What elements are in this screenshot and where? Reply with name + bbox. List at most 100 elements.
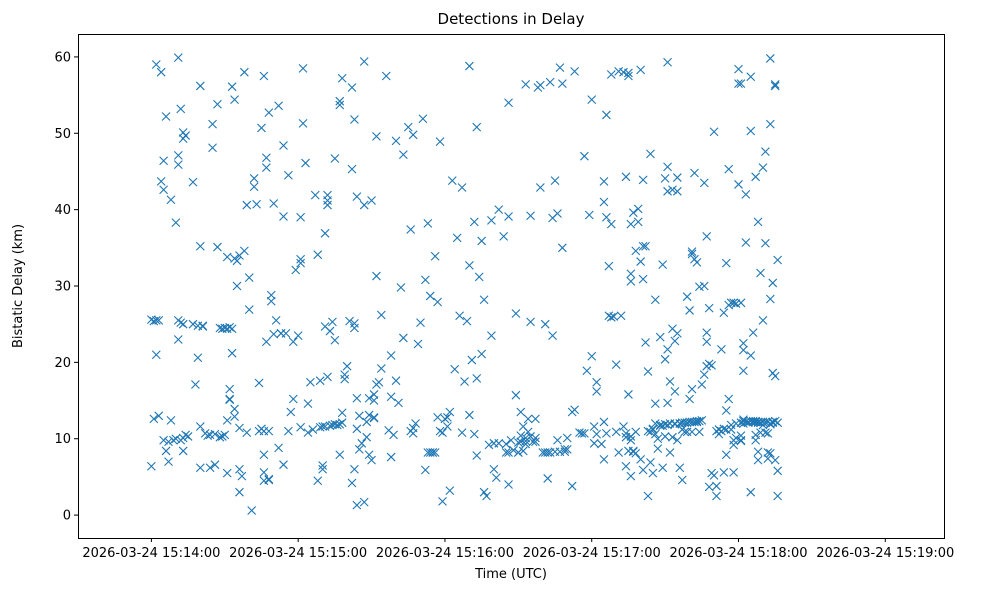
detection-marker bbox=[528, 437, 538, 447]
detection-marker bbox=[462, 316, 472, 326]
detection-marker bbox=[465, 61, 474, 71]
y-tick-label: 0 bbox=[63, 509, 71, 524]
detection-marker bbox=[389, 430, 398, 440]
detection-marker bbox=[665, 448, 675, 457]
detection-marker bbox=[249, 182, 259, 192]
detection-marker bbox=[269, 199, 279, 208]
detection-marker bbox=[626, 219, 636, 229]
detection-marker bbox=[638, 274, 648, 284]
detection-marker bbox=[741, 189, 751, 199]
detection-marker bbox=[159, 156, 169, 166]
detection-marker bbox=[376, 364, 386, 373]
detection-marker bbox=[477, 236, 487, 246]
detection-marker bbox=[511, 309, 521, 318]
detection-marker bbox=[531, 414, 540, 424]
detection-marker bbox=[323, 372, 332, 382]
detection-marker bbox=[653, 444, 663, 454]
detection-marker bbox=[650, 419, 660, 428]
detection-marker bbox=[173, 151, 183, 160]
detection-marker bbox=[391, 376, 401, 386]
detection-marker bbox=[472, 451, 482, 460]
detection-marker bbox=[455, 311, 465, 321]
detection-marker bbox=[704, 482, 714, 492]
detection-marker bbox=[690, 168, 699, 178]
detection-marker bbox=[191, 380, 200, 389]
detection-marker bbox=[487, 215, 496, 225]
detection-marker bbox=[746, 72, 756, 82]
detection-marker bbox=[369, 412, 379, 422]
detection-marker bbox=[761, 147, 770, 156]
detection-marker bbox=[227, 324, 237, 334]
detection-marker bbox=[247, 506, 257, 515]
detection-marker bbox=[362, 432, 372, 442]
detection-marker bbox=[751, 430, 761, 440]
detection-marker bbox=[264, 108, 274, 118]
detection-marker bbox=[734, 79, 743, 89]
detection-marker bbox=[443, 412, 452, 422]
detection-marker bbox=[641, 338, 650, 347]
detection-marker bbox=[621, 461, 631, 471]
x-axis-ticks: 2026-03-24 15:14:00 2026-03-24 15:15:00 20… bbox=[82, 538, 954, 561]
detection-marker bbox=[479, 295, 489, 305]
detection-marker bbox=[362, 417, 372, 427]
detection-marker bbox=[531, 437, 540, 447]
detection-marker bbox=[648, 424, 658, 434]
detection-marker bbox=[244, 305, 254, 315]
detection-marker bbox=[438, 496, 447, 506]
detection-marker bbox=[487, 331, 496, 341]
detection-marker bbox=[765, 419, 775, 428]
detection-marker bbox=[521, 439, 531, 449]
x-axis-label: Time (UTC) bbox=[474, 567, 547, 582]
detection-marker bbox=[765, 119, 775, 129]
detection-marker bbox=[438, 428, 447, 438]
detection-marker bbox=[323, 196, 332, 205]
detection-marker bbox=[721, 258, 731, 268]
detection-marker bbox=[729, 440, 739, 450]
detection-marker bbox=[687, 247, 697, 257]
detection-marker bbox=[582, 366, 592, 376]
detection-marker bbox=[660, 173, 670, 183]
detection-marker bbox=[712, 481, 721, 491]
detection-marker bbox=[293, 331, 303, 341]
detection-marker bbox=[156, 176, 166, 186]
detection-marker bbox=[770, 371, 780, 381]
detection-marker bbox=[624, 390, 633, 399]
detection-marker bbox=[279, 460, 288, 470]
detection-marker bbox=[672, 328, 682, 338]
x-tick-label: 2026-03-24 15:18:00 bbox=[669, 546, 807, 561]
detection-marker bbox=[242, 200, 252, 210]
detection-marker bbox=[347, 164, 357, 174]
detection-marker bbox=[509, 445, 518, 455]
y-tick-label: 30 bbox=[54, 280, 71, 295]
detection-marker bbox=[274, 101, 283, 111]
detection-marker bbox=[225, 384, 235, 394]
detection-marker bbox=[347, 83, 357, 92]
detection-marker bbox=[555, 63, 565, 72]
detection-marker bbox=[739, 338, 748, 348]
detection-marker bbox=[151, 350, 161, 360]
detection-marker bbox=[235, 487, 244, 497]
detection-marker bbox=[670, 386, 680, 396]
detection-marker bbox=[465, 260, 474, 270]
detection-marker bbox=[161, 112, 171, 121]
detection-marker bbox=[773, 491, 783, 501]
detection-marker bbox=[672, 435, 682, 445]
detection-marker bbox=[513, 438, 523, 447]
detection-marker bbox=[232, 256, 242, 266]
plot-frame bbox=[78, 34, 945, 539]
detection-marker bbox=[423, 218, 433, 228]
detection-marker bbox=[159, 435, 169, 445]
y-tick-label: 10 bbox=[54, 432, 71, 447]
detection-marker bbox=[721, 406, 731, 415]
detection-marker bbox=[279, 212, 288, 221]
detection-marker bbox=[416, 318, 425, 328]
chart-title: Detections in Delay bbox=[438, 10, 585, 28]
detection-marker bbox=[222, 468, 232, 478]
detection-marker bbox=[210, 460, 220, 470]
detection-marker bbox=[425, 291, 435, 301]
detection-marker bbox=[205, 463, 215, 473]
detection-marker bbox=[430, 448, 440, 457]
detection-marker bbox=[198, 322, 208, 331]
detection-marker bbox=[687, 249, 697, 259]
detection-marker bbox=[501, 448, 511, 457]
